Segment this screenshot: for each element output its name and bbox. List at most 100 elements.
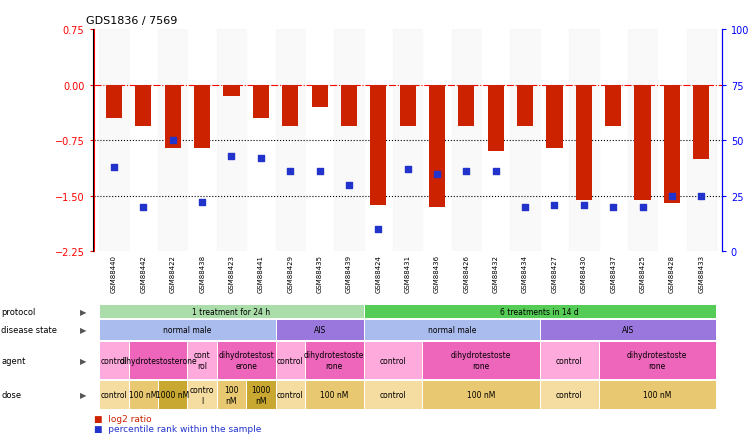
Bar — [194, 86, 210, 148]
Point — [343, 182, 355, 189]
Point — [402, 166, 414, 173]
Bar — [129, 380, 158, 410]
Bar — [106, 86, 122, 119]
Bar — [253, 86, 269, 119]
Bar — [364, 304, 716, 319]
Bar — [423, 30, 452, 252]
Text: control: control — [101, 391, 127, 399]
Point — [548, 202, 560, 209]
Bar — [429, 86, 445, 207]
Bar — [275, 380, 305, 410]
Bar — [158, 30, 188, 252]
Point — [431, 171, 443, 178]
Bar — [488, 86, 504, 152]
Bar — [99, 342, 129, 379]
Bar — [364, 30, 393, 252]
Bar — [311, 86, 328, 108]
Bar — [517, 86, 533, 126]
Text: control: control — [379, 356, 406, 365]
Text: ▶: ▶ — [80, 307, 87, 316]
Text: control: control — [277, 391, 304, 399]
Point — [578, 202, 590, 209]
Text: dihydrotestosterone: dihydrotestosterone — [119, 356, 197, 365]
Text: 100 nM: 100 nM — [467, 391, 495, 399]
Bar — [481, 30, 510, 252]
Bar — [99, 30, 129, 252]
Bar — [275, 319, 364, 340]
Bar — [364, 342, 423, 379]
Bar — [540, 380, 598, 410]
Text: 100 nM: 100 nM — [320, 391, 349, 399]
Point — [519, 204, 531, 211]
Text: agent: agent — [1, 356, 26, 365]
Bar — [540, 342, 598, 379]
Bar — [657, 30, 687, 252]
Text: AIS: AIS — [313, 326, 325, 334]
Bar — [305, 380, 364, 410]
Bar — [305, 30, 334, 252]
Point — [108, 164, 120, 171]
Bar — [188, 380, 217, 410]
Text: 6 treatments in 14 d: 6 treatments in 14 d — [500, 307, 579, 316]
Bar — [459, 86, 474, 126]
Bar — [598, 30, 628, 252]
Text: 1 treatment for 24 h: 1 treatment for 24 h — [192, 307, 271, 316]
Text: control: control — [101, 356, 127, 365]
Bar — [423, 342, 540, 379]
Text: control: control — [556, 391, 583, 399]
Bar — [246, 380, 275, 410]
Point — [284, 168, 296, 175]
Bar — [364, 319, 540, 340]
Bar — [510, 30, 540, 252]
Text: ▶: ▶ — [80, 326, 87, 334]
Point — [461, 168, 473, 175]
Point — [607, 204, 619, 211]
Bar — [129, 30, 158, 252]
Text: dihydrotestoste
rone: dihydrotestoste rone — [451, 351, 511, 370]
Text: dihydrotestost
erone: dihydrotestost erone — [218, 351, 274, 370]
Bar — [341, 86, 357, 126]
Bar — [540, 319, 716, 340]
Point — [696, 193, 708, 200]
Point — [666, 193, 678, 200]
Bar — [663, 86, 680, 204]
Bar — [598, 380, 716, 410]
Bar — [282, 86, 298, 126]
Bar — [628, 30, 657, 252]
Bar — [693, 86, 709, 160]
Bar — [99, 380, 129, 410]
Point — [313, 168, 325, 175]
Text: GDS1836 / 7569: GDS1836 / 7569 — [86, 16, 177, 26]
Bar — [275, 342, 305, 379]
Text: control: control — [556, 356, 583, 365]
Text: protocol: protocol — [1, 307, 36, 316]
Bar — [540, 30, 569, 252]
Bar — [364, 380, 423, 410]
Bar — [452, 30, 481, 252]
Bar — [188, 30, 217, 252]
Bar — [598, 342, 716, 379]
Text: disease state: disease state — [1, 326, 58, 334]
Bar — [158, 380, 188, 410]
Text: 1000 nM: 1000 nM — [156, 391, 189, 399]
Bar — [370, 86, 387, 205]
Text: ▶: ▶ — [80, 356, 87, 365]
Bar — [217, 380, 246, 410]
Text: control: control — [277, 356, 304, 365]
Point — [167, 138, 179, 145]
Text: ▶: ▶ — [80, 391, 87, 399]
Bar — [99, 319, 275, 340]
Bar — [546, 86, 562, 148]
Bar — [129, 342, 188, 379]
Bar — [165, 86, 181, 148]
Bar — [188, 342, 217, 379]
Bar — [334, 30, 364, 252]
Text: dihydrotestoste
rone: dihydrotestoste rone — [627, 351, 687, 370]
Bar — [275, 30, 305, 252]
Text: ■  percentile rank within the sample: ■ percentile rank within the sample — [94, 424, 261, 433]
Point — [196, 200, 208, 207]
Bar — [224, 86, 239, 97]
Text: normal male: normal male — [163, 326, 212, 334]
Point — [373, 226, 384, 233]
Point — [255, 155, 267, 162]
